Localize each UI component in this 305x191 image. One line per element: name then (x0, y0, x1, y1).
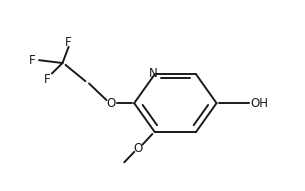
Text: N: N (149, 67, 158, 80)
Text: O: O (133, 142, 143, 155)
Text: OH: OH (250, 97, 268, 110)
Text: F: F (44, 73, 51, 86)
Text: O: O (107, 97, 116, 110)
Text: F: F (65, 36, 72, 49)
Text: F: F (29, 54, 35, 67)
